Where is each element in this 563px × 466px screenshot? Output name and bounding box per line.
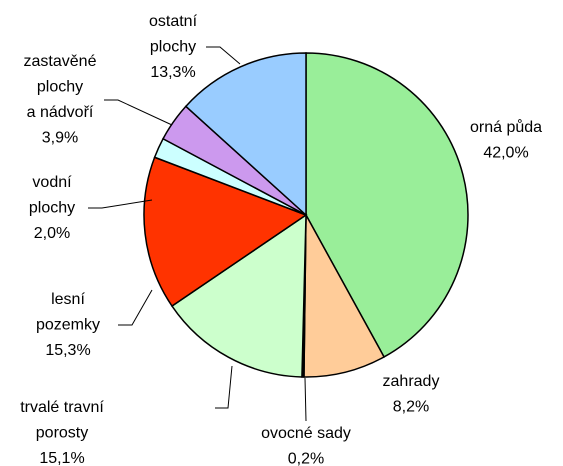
slice-label: plochy bbox=[150, 39, 196, 56]
slice-label: lesní bbox=[51, 291, 85, 308]
leader-line bbox=[206, 46, 241, 65]
leader-line bbox=[104, 99, 173, 126]
value-label: 2,0% bbox=[34, 225, 70, 242]
slice-label: zastavěné bbox=[24, 53, 97, 70]
slice-label: trvalé travní bbox=[20, 399, 104, 416]
leader-line bbox=[304, 377, 307, 422]
value-label: 42,0% bbox=[483, 145, 528, 162]
pie-slice bbox=[305, 52, 469, 358]
value-label: 3,9% bbox=[42, 130, 78, 147]
slice-label: ovocné sady bbox=[261, 425, 351, 442]
value-label: 13,3% bbox=[150, 64, 195, 81]
slice-label: pozemky bbox=[36, 317, 100, 334]
value-label: 15,3% bbox=[45, 342, 90, 359]
slice-label: ostatní bbox=[149, 13, 198, 30]
pie-slice bbox=[170, 213, 307, 378]
slice-label: plochy bbox=[37, 79, 83, 96]
leader-line bbox=[88, 199, 153, 209]
slice-label: porosty bbox=[36, 425, 88, 442]
slice-label: vodní bbox=[32, 174, 72, 191]
value-label: 0,2% bbox=[288, 451, 324, 466]
leader-line bbox=[215, 365, 233, 409]
slice-label: a nádvoří bbox=[27, 104, 94, 121]
value-label: 15,1% bbox=[39, 450, 84, 466]
value-label: 8,2% bbox=[393, 399, 429, 416]
slice-label: zahrady bbox=[383, 373, 440, 390]
leader-line bbox=[118, 289, 153, 326]
slice-label: plochy bbox=[29, 200, 75, 217]
pie-slice bbox=[184, 52, 307, 217]
slice-label: orná půda bbox=[470, 118, 542, 136]
pie-slice bbox=[143, 156, 308, 308]
